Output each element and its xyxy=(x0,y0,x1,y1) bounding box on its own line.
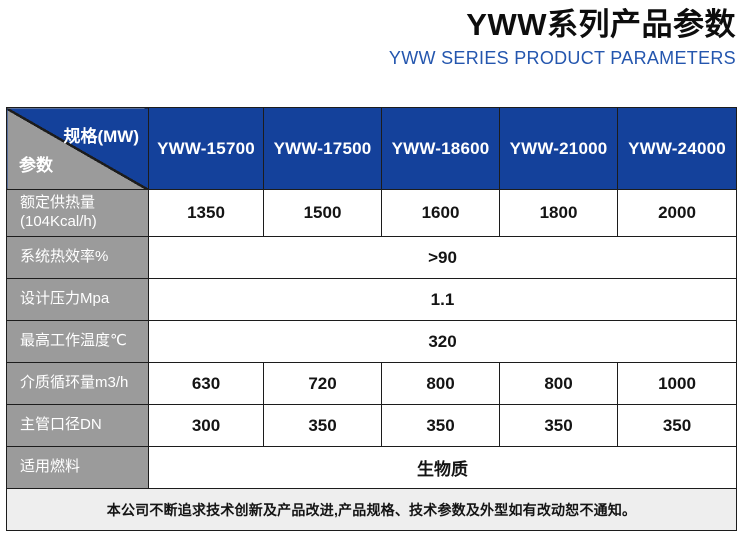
column-header-yww-24000: YWW-24000 xyxy=(617,107,737,190)
cell-value: 2000 xyxy=(617,189,737,237)
cell-value: 350 xyxy=(263,404,382,447)
row-label-design-pressure: 设计压力Mpa xyxy=(6,278,149,321)
cell-value: 1800 xyxy=(499,189,618,237)
row-label-line1: 额定供热量 xyxy=(20,194,96,212)
cell-value: 800 xyxy=(499,362,618,405)
row-label-main-pipe-diameter: 主管口径DN xyxy=(6,404,149,447)
column-header-yww-17500: YWW-17500 xyxy=(263,107,382,190)
cell-value: 350 xyxy=(381,404,500,447)
page-title: YWW系列产品参数 xyxy=(466,7,736,42)
merged-cell-value: 1.1 xyxy=(148,278,737,321)
cell-value: 300 xyxy=(148,404,264,447)
row-label-applicable-fuel: 适用燃料 xyxy=(6,446,149,489)
table-row-main-pipe-diameter: 主管口径DN 300 350 350 350 350 xyxy=(6,404,737,447)
cell-value: 720 xyxy=(263,362,382,405)
corner-diagonal-cell: 规格(MW) 参数 xyxy=(6,107,149,190)
row-label-max-temperature: 最高工作温度℃ xyxy=(6,320,149,363)
page-subtitle: YWW SERIES PRODUCT PARAMETERS xyxy=(388,47,736,68)
corner-param-label: 参数 xyxy=(19,156,53,175)
table-row-circulation-volume: 介质循环量m3/h 630 720 800 800 1000 xyxy=(6,362,737,405)
cell-value: 1350 xyxy=(148,189,264,237)
corner-spec-label: 规格(MW) xyxy=(63,127,139,146)
row-label-circulation-volume: 介质循环量m3/h xyxy=(6,362,149,405)
column-header-yww-18600: YWW-18600 xyxy=(381,107,500,190)
column-header-yww-15700: YWW-15700 xyxy=(148,107,264,190)
table-row-rated-heat: 额定供热量 (104Kcal/h) 1350 1500 1600 1800 20… xyxy=(6,189,737,237)
merged-cell-value: 生物质 xyxy=(148,446,737,489)
column-header-yww-21000: YWW-21000 xyxy=(499,107,618,190)
row-label-line2: (104Kcal/h) xyxy=(20,213,97,230)
table-row-applicable-fuel: 适用燃料 生物质 xyxy=(6,446,737,489)
table-row-system-efficiency: 系统热效率% >90 xyxy=(6,236,737,279)
merged-cell-value: 320 xyxy=(148,320,737,363)
cell-value: 350 xyxy=(617,404,737,447)
footer-note: 本公司不断追求技术创新及产品改进,产品规格、技术参数及外型如有改动恕不通知。 xyxy=(6,488,737,531)
cell-value: 1600 xyxy=(381,189,500,237)
merged-cell-value: >90 xyxy=(148,236,737,279)
row-label-system-efficiency: 系统热效率% xyxy=(6,236,149,279)
table-footer-note-row: 本公司不断追求技术创新及产品改进,产品规格、技术参数及外型如有改动恕不通知。 xyxy=(6,488,737,531)
cell-value: 350 xyxy=(499,404,618,447)
row-label-rated-heat: 额定供热量 (104Kcal/h) xyxy=(6,189,149,237)
parameters-table: 规格(MW) 参数 YWW-15700 YWW-17500 YWW-18600 … xyxy=(6,107,737,531)
table-row-design-pressure: 设计压力Mpa 1.1 xyxy=(6,278,737,321)
cell-value: 800 xyxy=(381,362,500,405)
page-header: YWW系列产品参数 YWW SERIES PRODUCT PARAMETERS xyxy=(389,4,736,69)
cell-value: 630 xyxy=(148,362,264,405)
cell-value: 1000 xyxy=(617,362,737,405)
table-header-row: 规格(MW) 参数 YWW-15700 YWW-17500 YWW-18600 … xyxy=(6,107,737,190)
table-row-max-temperature: 最高工作温度℃ 320 xyxy=(6,320,737,363)
cell-value: 1500 xyxy=(263,189,382,237)
